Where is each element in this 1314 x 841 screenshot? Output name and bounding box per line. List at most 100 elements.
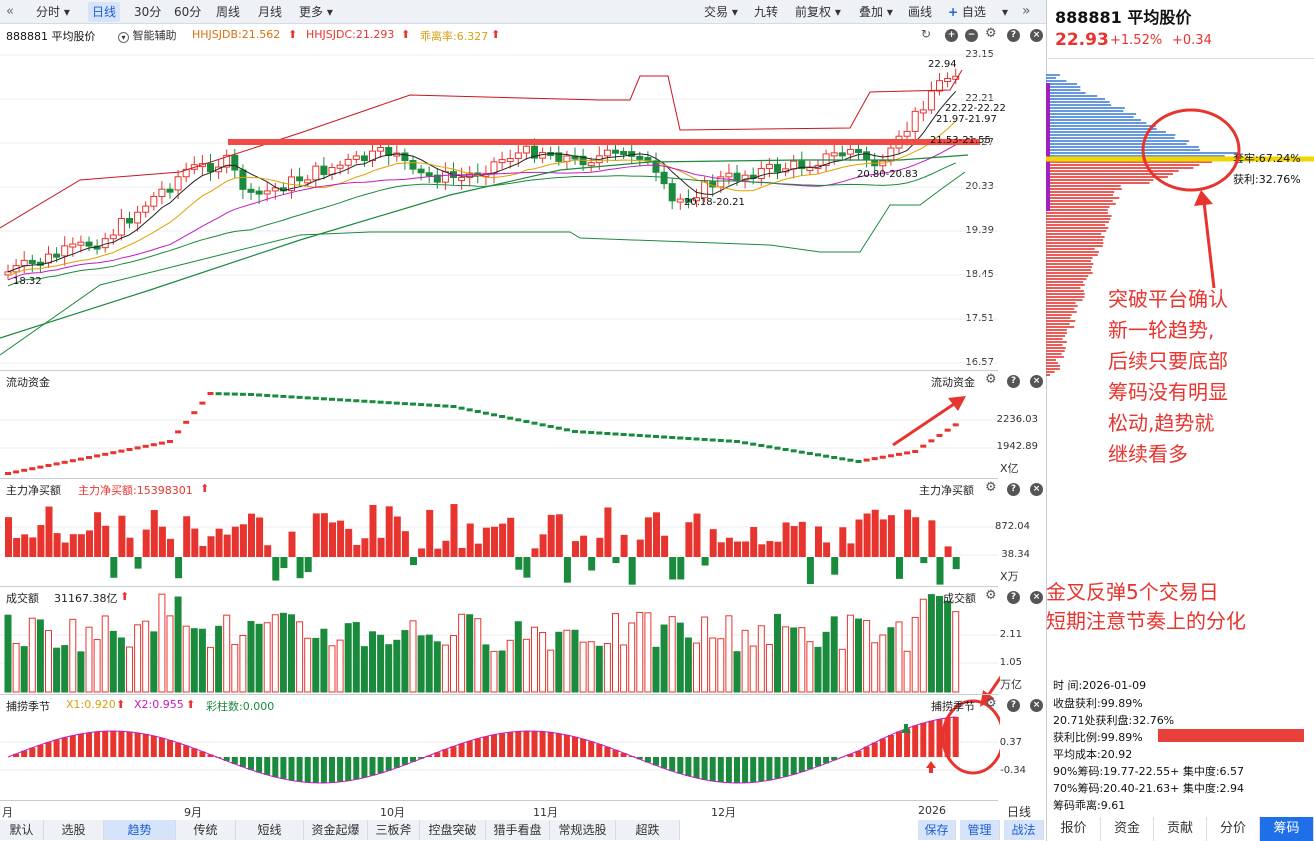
minus-icon[interactable]: −	[965, 29, 978, 42]
add-icon[interactable]: +	[945, 29, 958, 42]
overlay-button[interactable]: 叠加 ▾	[859, 5, 893, 19]
bottom-tab-traditional[interactable]: 传统	[176, 820, 236, 840]
candle	[69, 243, 77, 248]
watchlist-button[interactable]: + 自选	[948, 5, 986, 19]
chip-row: 90%筹码:19.77-22.55+ 集中度:6.57	[1053, 765, 1245, 778]
tab-monthly[interactable]: 月线	[258, 5, 283, 19]
flow-bar	[410, 402, 416, 406]
flow-bar	[766, 445, 773, 449]
candle	[522, 145, 530, 154]
flow-bar	[385, 401, 392, 405]
season-right-title: 捕捞季节	[931, 700, 975, 713]
close-icon[interactable]: ×	[1030, 591, 1043, 604]
flow-bar	[693, 437, 700, 441]
net-bar	[717, 542, 725, 557]
gear-icon[interactable]: ⚙	[985, 372, 997, 387]
flow-bar	[920, 444, 927, 448]
close-icon[interactable]: ×	[1030, 483, 1043, 496]
tab-quote[interactable]: 报价	[1047, 817, 1101, 841]
bottom-tab-regular[interactable]: 常规选股	[550, 820, 616, 840]
draw-button[interactable]: 画线	[908, 5, 933, 19]
season-bar	[709, 757, 716, 782]
candle	[498, 159, 506, 164]
refresh-icon[interactable]: ↻	[921, 27, 932, 41]
net-bar	[223, 534, 231, 557]
season-bar	[515, 731, 522, 757]
net-bar	[248, 513, 255, 557]
smart-assist-button[interactable]: ▾ 智能辅助	[118, 27, 177, 43]
high-label: 22.94	[928, 59, 957, 70]
help-icon[interactable]: ?	[1007, 483, 1020, 496]
tab-60min[interactable]: 60分	[174, 5, 202, 19]
tab-fenshi[interactable]: 分时 ▾	[36, 5, 70, 19]
bottom-tab-trend[interactable]: 趋势	[104, 820, 176, 840]
bottom-tab-three[interactable]: 三板斧	[368, 820, 420, 840]
net-bar	[580, 535, 588, 557]
flow-bar	[709, 438, 716, 442]
gear-icon[interactable]: ⚙	[985, 588, 997, 603]
bottom-tab-select[interactable]: 选股	[44, 820, 104, 840]
season-bar	[353, 757, 360, 780]
bottom-tab-breakout[interactable]: 控盘突破	[420, 820, 486, 840]
season-line	[7, 716, 956, 784]
tab-daily[interactable]: 日线	[88, 2, 121, 22]
flow-bar	[102, 452, 109, 456]
volume-bar	[401, 630, 409, 693]
tab-30min[interactable]: 30分	[134, 5, 162, 19]
bottom-tab-oversold[interactable]: 超跌	[616, 820, 680, 840]
season-bar	[547, 732, 554, 757]
gear-icon[interactable]: ⚙	[985, 26, 997, 41]
candle	[514, 152, 522, 160]
tab-chips[interactable]: 筹码	[1260, 817, 1314, 841]
chip-bar	[1046, 101, 1110, 103]
tab-more[interactable]: 更多 ▾	[299, 5, 333, 19]
flow-right-title: 流动资金	[931, 376, 975, 389]
net-bar	[86, 530, 93, 557]
net-bar	[653, 512, 660, 557]
help-icon[interactable]: ?	[1007, 699, 1020, 712]
season-bar	[644, 757, 651, 763]
volume-bar	[158, 593, 166, 693]
season-bar	[677, 757, 684, 774]
net-bar	[952, 557, 960, 570]
chevron-left-icon[interactable]: «	[6, 4, 14, 19]
candle	[830, 152, 838, 157]
daily-indicator[interactable]: 日线	[1007, 805, 1032, 819]
tab-contribution[interactable]: 贡献	[1154, 817, 1207, 841]
bottom-tab-capital[interactable]: 资金起爆	[304, 820, 368, 840]
close-icon[interactable]: ×	[1030, 375, 1043, 388]
flow-bar	[215, 392, 222, 396]
help-icon[interactable]: ?	[1007, 29, 1020, 42]
manage-button[interactable]: 管理	[960, 820, 1000, 840]
bottom-tab-short[interactable]: 短线	[236, 820, 304, 840]
candle	[369, 150, 376, 162]
gear-icon[interactable]: ⚙	[985, 480, 997, 495]
season-bar	[239, 757, 246, 768]
strategy-button[interactable]: 战法	[1004, 820, 1044, 840]
lower-band	[0, 171, 966, 356]
net-bar	[45, 506, 53, 557]
gear-icon[interactable]: ⚙	[985, 696, 997, 711]
bottom-tab-default[interactable]: 默认	[0, 820, 44, 840]
help-icon[interactable]: ?	[1007, 591, 1020, 604]
flow-bar	[369, 400, 376, 404]
tab-weekly[interactable]: 周线	[216, 5, 241, 19]
volume-bar	[790, 627, 798, 693]
volume-bar	[571, 629, 579, 693]
volume-bar	[109, 630, 117, 693]
close-icon[interactable]: ×	[1030, 699, 1043, 712]
watchlist-dropdown[interactable]: ▾	[1002, 5, 1009, 19]
close-icon[interactable]: ×	[1030, 29, 1043, 42]
net-bar	[742, 541, 750, 557]
save-button[interactable]: 保存	[918, 820, 956, 840]
chip-date: 时 间:2026-01-09	[1053, 679, 1147, 692]
trade-button[interactable]: 交易 ▾	[704, 5, 738, 19]
jiuzhuan-button[interactable]: 九转	[754, 5, 779, 19]
chevron-right-icon[interactable]: »	[1022, 3, 1031, 19]
tab-funds[interactable]: 资金	[1101, 817, 1154, 841]
season-bar	[661, 757, 668, 769]
fuquan-button[interactable]: 前复权 ▾	[795, 5, 841, 19]
help-icon[interactable]: ?	[1007, 375, 1020, 388]
tab-price-dist[interactable]: 分价	[1207, 817, 1260, 841]
bottom-tab-hunter[interactable]: 猎手看盘	[486, 820, 550, 840]
